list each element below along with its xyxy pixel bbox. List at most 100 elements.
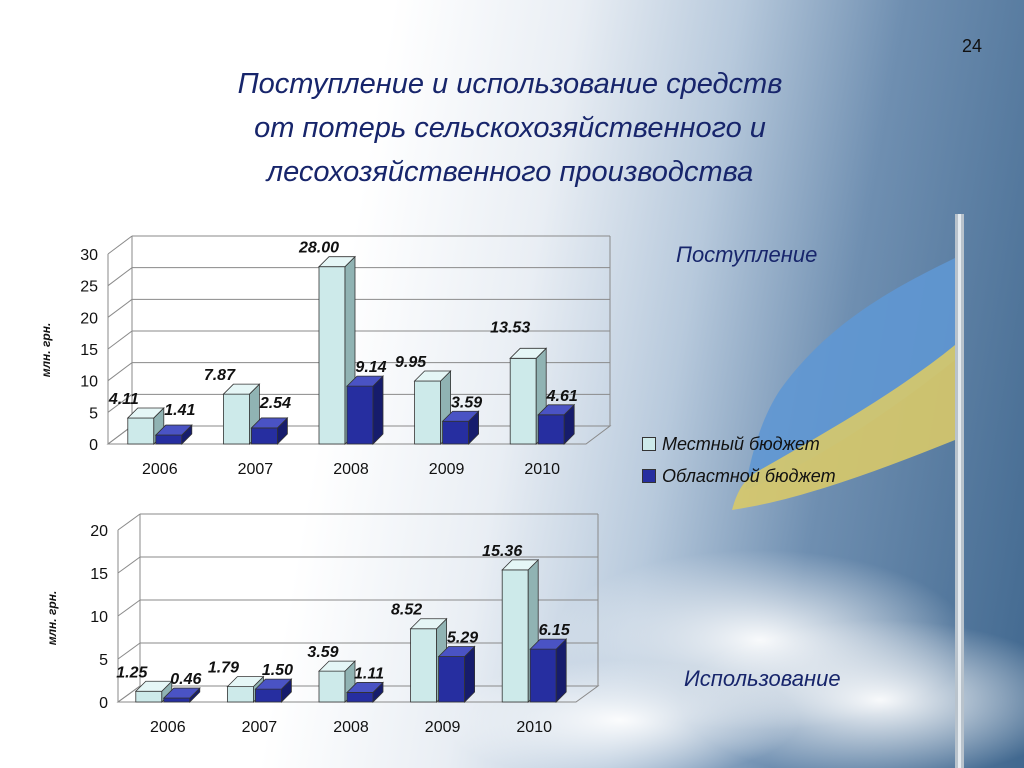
gridline-side [107, 267, 133, 287]
data-label: 1.41 [164, 402, 195, 419]
title-line: лесохозяйственного производства [266, 156, 754, 188]
slide-title: Поступление и использование средств от п… [140, 62, 880, 194]
bar-top [537, 404, 576, 416]
data-label: 6.15 [539, 622, 571, 639]
bar-regional [346, 681, 384, 703]
bar-front [346, 692, 374, 703]
bar-regional [250, 416, 289, 445]
legend: Местный бюджет Областной бюджет [642, 428, 836, 492]
bar-front [127, 417, 155, 445]
x-tick-label: 2009 [429, 461, 465, 478]
data-label: 8.52 [391, 602, 422, 619]
bar-front [163, 697, 191, 703]
y-tick-label: 5 [99, 652, 108, 669]
bar-front [438, 656, 466, 703]
chart-usage-label: Использование [684, 666, 841, 691]
y-tick-label: 0 [99, 695, 108, 712]
gridline-side [107, 393, 133, 413]
bar-front [135, 690, 163, 703]
x-tick-label: 2009 [425, 719, 461, 736]
gridline-side [117, 513, 141, 531]
bar-top [254, 678, 293, 690]
bar-front [414, 380, 442, 445]
data-label: 15.36 [482, 543, 522, 560]
bar-local [126, 407, 165, 445]
gridline-side [107, 298, 133, 318]
x-tick-label: 2007 [238, 461, 274, 478]
title-line: от потерь сельскохозяйственного и [254, 112, 766, 144]
y-tick-label: 10 [90, 609, 108, 626]
data-label: 5.29 [447, 630, 478, 647]
y-axis-label: млн. грн. [39, 323, 53, 378]
x-tick-label: 2008 [333, 461, 369, 478]
y-axis-label: млн. грн. [45, 591, 59, 646]
bar-regional [346, 375, 384, 445]
bar-regional [437, 645, 476, 703]
bar-top [134, 680, 173, 692]
data-label: 1.25 [116, 664, 148, 681]
bar-regional [162, 687, 201, 703]
bar-local [318, 660, 356, 703]
data-label: 3.59 [451, 394, 482, 411]
y-tick-label: 5 [89, 405, 98, 422]
x-tick-label: 2006 [150, 719, 186, 736]
y-tick-label: 10 [80, 374, 98, 391]
title-line: Поступление и использование средств [237, 68, 783, 100]
flag-blue [745, 258, 955, 490]
bar-top [529, 638, 568, 650]
gridline-side [107, 362, 133, 382]
x-tick-label: 2008 [333, 719, 369, 736]
gridline-side [107, 235, 133, 255]
data-label: 0.46 [170, 671, 201, 688]
bar-top [250, 417, 289, 429]
data-label: 9.95 [395, 354, 427, 371]
bar-front [529, 648, 557, 703]
bar-front [410, 628, 438, 703]
x-tick-label: 2006 [142, 461, 178, 478]
y-tick-label: 20 [90, 523, 108, 540]
bar-top [346, 375, 384, 387]
bar-front [537, 414, 565, 445]
bar-top [222, 383, 261, 395]
bar-front [501, 569, 529, 703]
y-tick-label: 20 [80, 310, 98, 327]
bar-front [254, 688, 282, 703]
y-tick-label: 30 [80, 247, 98, 264]
bar-top [501, 559, 540, 571]
legend-item-regional: Областной бюджет [642, 460, 836, 492]
legend-item-local: Местный бюджет [642, 428, 836, 460]
bar-front [226, 686, 254, 703]
legend-swatch-local [642, 437, 656, 451]
bar-top [162, 687, 201, 699]
y-tick-label: 15 [80, 342, 98, 359]
data-label: 3.59 [307, 644, 338, 661]
bar-regional [154, 424, 193, 445]
data-label: 4.11 [108, 391, 139, 408]
bar-top [409, 618, 448, 630]
bar-front [318, 670, 346, 703]
bar-top [437, 646, 476, 657]
bar-top [413, 370, 452, 382]
data-label: 2.54 [259, 395, 291, 412]
chart-income-label: Поступление [676, 242, 818, 267]
y-tick-label: 25 [80, 279, 98, 296]
y-tick-label: 0 [89, 437, 98, 454]
y-tick-label: 15 [90, 566, 108, 583]
gridline-side [117, 599, 141, 617]
x-tick-label: 2010 [524, 461, 560, 478]
bar-local [134, 680, 173, 703]
gridline-side [117, 556, 141, 574]
x-tick-label: 2007 [242, 719, 278, 736]
bar-top [154, 424, 193, 436]
legend-label-regional: Областной бюджет [662, 465, 836, 486]
gridline-side [107, 330, 133, 350]
bar-regional [529, 638, 568, 703]
bar-regional [441, 410, 480, 445]
bar-regional [254, 678, 293, 703]
bar-top [509, 347, 548, 359]
legend-label-local: Местный бюджет [662, 433, 820, 454]
bar-side [555, 638, 567, 703]
